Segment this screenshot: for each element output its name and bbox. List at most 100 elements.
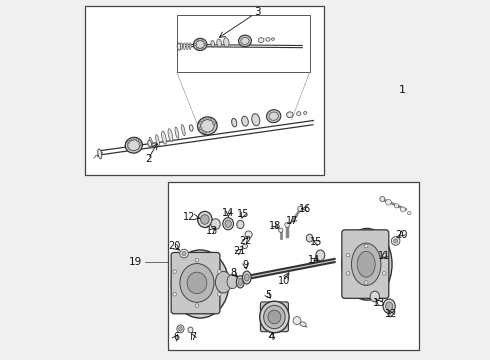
Circle shape [195,304,199,307]
Circle shape [173,292,176,296]
Ellipse shape [211,219,220,229]
Ellipse shape [357,251,375,277]
Ellipse shape [147,140,151,147]
Circle shape [298,206,303,211]
Circle shape [136,139,139,141]
Ellipse shape [271,38,274,40]
Ellipse shape [227,274,238,289]
Ellipse shape [386,302,393,311]
Ellipse shape [268,310,281,324]
Ellipse shape [125,137,143,153]
Text: 3: 3 [254,7,261,17]
Circle shape [203,118,206,121]
Bar [85,6,324,175]
Circle shape [213,122,216,125]
Ellipse shape [242,116,248,126]
Circle shape [218,292,221,296]
Ellipse shape [186,42,188,50]
Text: 14: 14 [222,208,235,218]
Circle shape [195,43,196,45]
Text: 15: 15 [237,210,249,220]
Ellipse shape [177,325,184,333]
Ellipse shape [156,135,159,146]
Ellipse shape [238,278,243,285]
Ellipse shape [269,112,278,120]
Circle shape [204,43,206,45]
Ellipse shape [179,327,182,331]
Ellipse shape [196,40,205,48]
Ellipse shape [223,38,229,47]
Ellipse shape [188,327,193,333]
Ellipse shape [187,272,207,294]
Ellipse shape [232,118,237,127]
Ellipse shape [211,41,215,47]
Circle shape [197,39,199,41]
Text: 17: 17 [286,216,298,226]
Circle shape [400,207,405,212]
Text: 16: 16 [299,204,311,214]
Bar [168,182,419,350]
Circle shape [346,272,350,275]
Text: 9: 9 [243,260,249,270]
Ellipse shape [172,250,229,318]
Ellipse shape [181,125,185,136]
Text: 21: 21 [233,246,245,256]
Ellipse shape [306,234,313,242]
Circle shape [386,199,392,205]
Ellipse shape [200,120,214,132]
Ellipse shape [175,127,179,138]
Text: 4: 4 [269,332,275,342]
Circle shape [365,244,368,248]
Text: 5: 5 [265,291,271,301]
Circle shape [199,127,202,130]
Circle shape [392,237,400,245]
Text: 6: 6 [173,332,179,342]
Ellipse shape [243,271,251,284]
Ellipse shape [149,137,153,148]
FancyBboxPatch shape [171,252,220,314]
Text: 19: 19 [129,257,142,267]
Circle shape [293,317,301,324]
Ellipse shape [300,322,306,327]
Circle shape [201,48,203,50]
Ellipse shape [197,211,212,228]
Ellipse shape [304,112,307,114]
Circle shape [245,231,252,238]
Circle shape [382,253,386,257]
Ellipse shape [264,305,285,329]
Ellipse shape [197,117,217,135]
Ellipse shape [189,42,191,50]
Circle shape [380,197,385,202]
Circle shape [182,251,186,256]
Text: 7: 7 [190,332,196,342]
Ellipse shape [217,39,221,47]
Ellipse shape [239,35,251,46]
Circle shape [197,48,199,50]
Circle shape [408,211,411,215]
Ellipse shape [216,271,232,293]
Ellipse shape [243,244,247,248]
Circle shape [139,143,142,145]
Text: 12: 12 [385,309,397,319]
Ellipse shape [168,129,173,142]
Circle shape [199,121,202,124]
Ellipse shape [223,218,234,230]
Polygon shape [242,259,335,280]
Text: 13: 13 [206,226,218,236]
Circle shape [279,228,283,232]
Ellipse shape [200,215,209,224]
Ellipse shape [296,112,301,116]
Circle shape [394,204,398,208]
Ellipse shape [267,110,281,123]
Ellipse shape [342,228,392,300]
Text: 20: 20 [395,230,408,239]
Circle shape [346,253,350,257]
Circle shape [382,272,386,275]
Circle shape [393,239,398,243]
Circle shape [285,222,290,227]
Text: 2: 2 [145,154,151,164]
Circle shape [201,39,203,41]
Ellipse shape [252,114,260,126]
Circle shape [195,258,199,262]
Ellipse shape [128,140,140,150]
